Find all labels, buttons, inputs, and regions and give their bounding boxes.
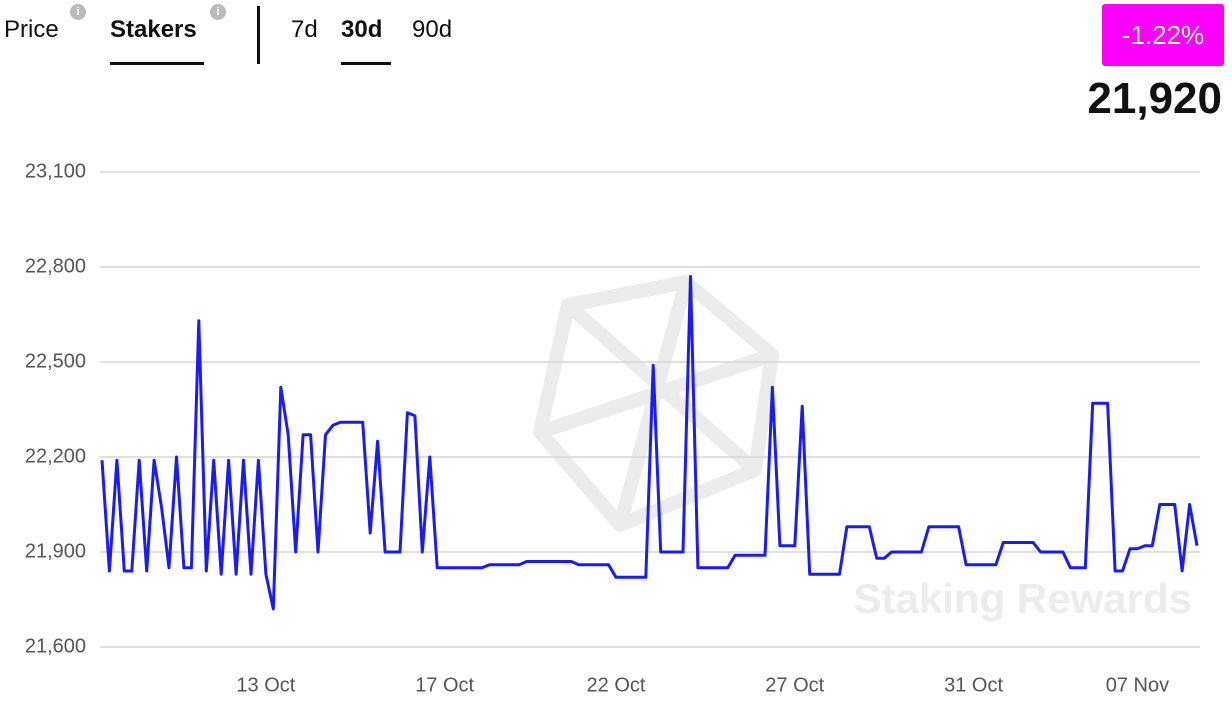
change-badge: -1.22% — [1102, 4, 1224, 66]
tab-stakers[interactable]: Stakers — [110, 16, 197, 43]
x-tick-label: 27 Oct — [765, 674, 824, 696]
y-tick-label: 22,800 — [25, 255, 86, 277]
data-line — [100, 275, 1199, 611]
y-tick-label: 23,100 — [25, 160, 86, 182]
range-7d[interactable]: 7d — [291, 16, 318, 43]
tab-price[interactable]: Price — [4, 16, 59, 43]
active-underline — [341, 62, 391, 65]
y-tick-label: 21,900 — [25, 540, 86, 562]
x-tick-label: 07 Nov — [1106, 674, 1169, 696]
range-90d[interactable]: 90d — [412, 16, 453, 43]
y-tick-label: 21,600 — [25, 635, 86, 657]
x-tick-label: 17 Oct — [415, 674, 474, 696]
y-tick-label: 22,200 — [25, 445, 86, 467]
range-30d[interactable]: 30d — [341, 16, 383, 43]
current-value: 21,920 — [1087, 74, 1222, 123]
active-underline — [110, 62, 204, 65]
x-tick-label: 22 Oct — [587, 674, 646, 696]
info-icon[interactable]: i — [210, 4, 226, 20]
watermark-text: Staking Rewards — [854, 575, 1192, 622]
x-tick-label: 31 Oct — [944, 674, 1003, 696]
info-icon[interactable]: i — [70, 4, 86, 20]
x-tick-label: 13 Oct — [236, 674, 295, 696]
y-tick-label: 22,500 — [25, 350, 86, 372]
divider — [257, 6, 260, 64]
